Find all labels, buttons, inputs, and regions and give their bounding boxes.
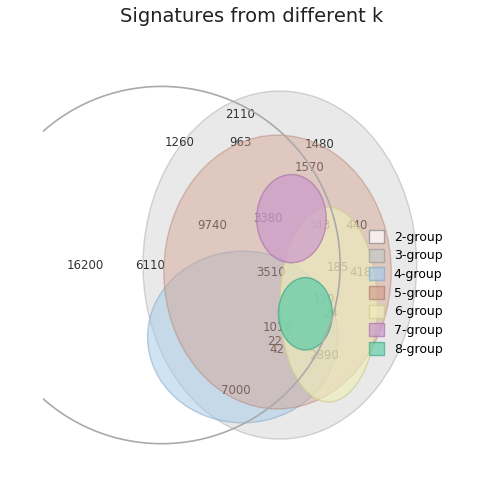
Text: 1260: 1260: [165, 136, 195, 149]
Text: 418: 418: [350, 266, 372, 279]
Text: 2110: 2110: [225, 108, 256, 121]
Text: 440: 440: [345, 219, 367, 232]
Text: 3380: 3380: [254, 212, 283, 225]
Ellipse shape: [143, 91, 417, 439]
Legend: 2-group, 3-group, 4-group, 5-group, 6-group, 7-group, 8-group: 2-group, 3-group, 4-group, 5-group, 6-gr…: [365, 226, 446, 359]
Text: 1570: 1570: [295, 161, 325, 174]
Title: Signatures from different k: Signatures from different k: [120, 7, 384, 26]
Ellipse shape: [257, 174, 326, 263]
Text: 6110: 6110: [135, 259, 165, 272]
Text: 9740: 9740: [198, 219, 227, 232]
Text: 24: 24: [324, 307, 338, 320]
Text: 22: 22: [267, 335, 282, 348]
Text: 120: 120: [313, 293, 335, 306]
Ellipse shape: [278, 278, 332, 350]
Text: 3510: 3510: [256, 266, 285, 279]
Ellipse shape: [148, 251, 338, 423]
Ellipse shape: [164, 135, 391, 409]
Ellipse shape: [280, 207, 377, 402]
Text: 1010: 1010: [263, 321, 292, 334]
Text: 185: 185: [327, 261, 349, 274]
Text: 2890: 2890: [309, 349, 339, 362]
Text: 963: 963: [229, 136, 251, 149]
Text: 42: 42: [269, 343, 284, 356]
Text: 343: 343: [308, 219, 331, 232]
Text: 7000: 7000: [221, 384, 250, 397]
Text: 1480: 1480: [304, 138, 334, 151]
Text: 16200: 16200: [67, 259, 104, 272]
